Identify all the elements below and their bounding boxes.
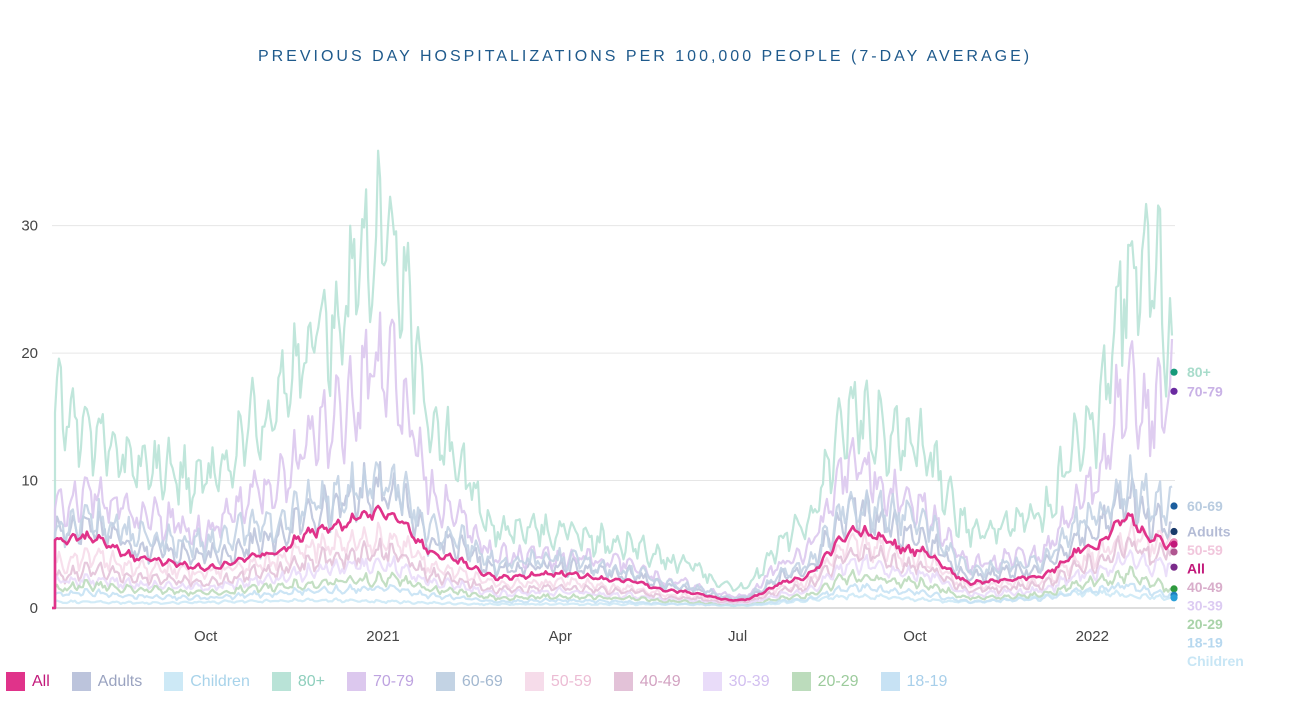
legend-swatch — [435, 672, 455, 691]
series-line-30-39 — [52, 549, 1173, 610]
x-axis-ticks: Oct 2021 Apr Jul Oct 2022 — [194, 628, 1109, 645]
end-marker-adults — [1170, 527, 1178, 536]
chart-title: PREVIOUS DAY HOSPITALIZATIONS PER 100,00… — [257, 48, 1033, 65]
end-label-60-69: 60-69 — [1187, 498, 1223, 514]
series-line-18-19 — [52, 581, 1173, 610]
legend-item-adults[interactable]: Adults — [71, 672, 143, 691]
series-end-markers: 80+ 70-79 60-69 Adults 50-59 All 40-49 30-39 20-… — [1170, 364, 1244, 669]
legend-label: 40-49 — [639, 672, 681, 690]
series-line-50-59 — [52, 520, 1174, 610]
series-line-80- — [52, 149, 1174, 610]
end-marker-70-79 — [1170, 387, 1178, 395]
legend-item-20-29[interactable]: 20-29 — [791, 672, 859, 691]
x-tick-label: Oct — [903, 628, 927, 645]
x-tick-label: Oct — [194, 628, 218, 645]
legend-item-children[interactable]: Children — [164, 672, 250, 691]
legend-item-70-79[interactable]: 70-79 — [346, 672, 414, 691]
legend: All Adults Children 80+ 70-79 60-69 50-59 40-49… — [6, 672, 969, 691]
end-label-40-49: 40-49 — [1187, 579, 1223, 595]
legend-label: Adults — [97, 672, 143, 690]
end-label-50-59: 50-59 — [1187, 542, 1223, 558]
legend-item-40-49[interactable]: 40-49 — [613, 672, 681, 691]
series-lines — [52, 149, 1174, 610]
series-line-40-49 — [52, 535, 1174, 610]
legend-item-50-59[interactable]: 50-59 — [524, 672, 592, 691]
legend-label: Children — [190, 672, 250, 690]
series-line-all — [52, 504, 1174, 610]
y-tick-label: 20 — [21, 345, 38, 362]
legend-swatch — [613, 672, 633, 691]
end-marker-40-49 — [1170, 548, 1178, 556]
legend-swatch — [6, 672, 25, 691]
legend-swatch — [346, 672, 366, 691]
legend-label: 70-79 — [372, 672, 414, 690]
legend-label: 18-19 — [906, 672, 948, 690]
end-label-70-79: 70-79 — [1187, 383, 1223, 399]
legend-label: 20-29 — [817, 672, 859, 690]
gridlines — [52, 225, 1175, 609]
series-line-70-79 — [52, 311, 1174, 610]
legend-label: 50-59 — [550, 672, 592, 690]
legend-swatch — [702, 672, 722, 691]
legend-item-60-69[interactable]: 60-69 — [435, 672, 503, 691]
end-marker-20-29 — [1170, 585, 1178, 593]
legend-item-all[interactable]: All — [6, 672, 50, 691]
end-label-80-: 80+ — [1187, 364, 1211, 380]
series-line-20-29 — [52, 565, 1173, 610]
legend-item-80-[interactable]: 80+ — [271, 672, 325, 691]
end-label-adults: Adults — [1187, 524, 1231, 540]
legend-label: 30-39 — [728, 672, 770, 690]
y-tick-label: 30 — [21, 218, 38, 235]
legend-swatch — [71, 672, 91, 691]
legend-item-18-19[interactable]: 18-19 — [880, 672, 948, 691]
y-tick-label: 10 — [21, 473, 38, 490]
x-tick-label: 2021 — [366, 628, 399, 645]
legend-label: 60-69 — [461, 672, 503, 690]
end-label-30-39: 30-39 — [1187, 598, 1223, 614]
end-marker-80- — [1170, 368, 1178, 376]
x-tick-label: 2022 — [1076, 628, 1109, 645]
y-tick-label: 0 — [30, 600, 38, 617]
legend-swatch — [524, 672, 544, 691]
end-marker-30-39 — [1170, 563, 1178, 571]
x-tick-label: Apr — [549, 628, 572, 645]
end-label-all: All — [1187, 561, 1205, 577]
legend-swatch — [164, 672, 184, 691]
y-axis-ticks: 0 10 20 30 — [21, 218, 38, 617]
end-label-20-29: 20-29 — [1187, 616, 1223, 632]
end-marker-all — [1170, 540, 1178, 548]
series-line-60-69 — [52, 454, 1173, 610]
end-label-18-19: 18-19 — [1187, 635, 1223, 651]
legend-swatch — [271, 672, 291, 691]
legend-swatch — [880, 672, 900, 691]
end-label-children: Children — [1187, 653, 1244, 669]
end-marker-60-69 — [1170, 502, 1178, 510]
legend-swatch — [791, 672, 811, 691]
legend-label: All — [32, 672, 50, 690]
x-tick-label: Jul — [728, 628, 747, 645]
legend-item-30-39[interactable]: 30-39 — [702, 672, 770, 691]
legend-label: 80+ — [297, 672, 325, 690]
end-marker-children — [1170, 594, 1178, 602]
